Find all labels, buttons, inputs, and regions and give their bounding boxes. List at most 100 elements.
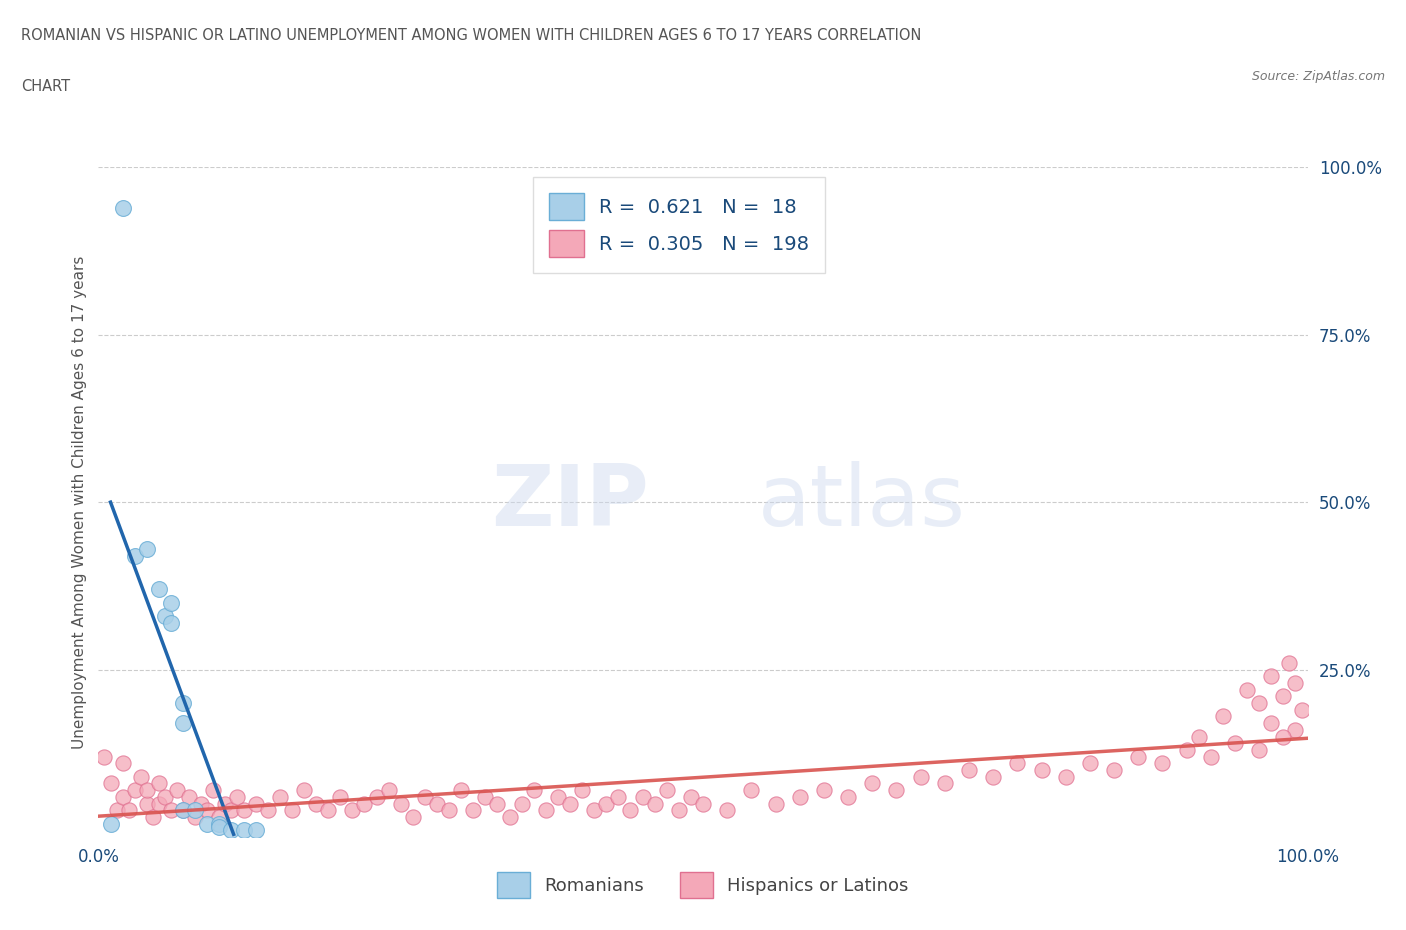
Text: atlas: atlas <box>758 460 966 544</box>
Point <box>595 796 617 811</box>
Point <box>571 783 593 798</box>
Point <box>160 595 183 610</box>
Point <box>202 783 225 798</box>
Point <box>184 803 207 817</box>
Point <box>1007 756 1029 771</box>
Text: CHART: CHART <box>21 79 70 94</box>
Point <box>886 783 908 798</box>
Point <box>534 803 557 817</box>
Point <box>463 803 485 817</box>
Point <box>558 796 581 811</box>
Point <box>510 796 533 811</box>
Point <box>450 783 472 798</box>
Y-axis label: Unemployment Among Women with Children Ages 6 to 17 years: Unemployment Among Women with Children A… <box>72 256 87 749</box>
Point <box>129 769 152 784</box>
Point <box>1260 716 1282 731</box>
Point <box>607 790 630 804</box>
Point <box>583 803 606 817</box>
Point <box>1236 683 1258 698</box>
Point <box>1031 763 1053 777</box>
Point <box>232 823 254 838</box>
Point <box>1152 756 1174 771</box>
Text: ZIP: ZIP <box>491 460 648 544</box>
Point <box>1284 675 1306 690</box>
Point <box>426 796 449 811</box>
Point <box>195 817 218 831</box>
Point <box>166 783 188 798</box>
Point <box>172 716 194 731</box>
Point <box>305 796 328 811</box>
Point <box>208 819 231 834</box>
Point <box>377 783 399 798</box>
Point <box>135 783 157 798</box>
Point <box>93 750 115 764</box>
Point <box>366 790 388 804</box>
Point <box>692 796 714 811</box>
Point <box>100 776 122 790</box>
Point <box>1272 689 1295 704</box>
Point <box>1128 750 1150 764</box>
Point <box>813 783 835 798</box>
Point <box>329 790 352 804</box>
Point <box>124 783 146 798</box>
Point <box>1249 742 1271 757</box>
Point <box>1272 729 1295 744</box>
Text: Source: ZipAtlas.com: Source: ZipAtlas.com <box>1251 70 1385 83</box>
Point <box>245 796 267 811</box>
Point <box>160 616 183 631</box>
Point <box>437 803 460 817</box>
Point <box>474 790 496 804</box>
Point <box>100 817 122 831</box>
Point <box>148 776 170 790</box>
Point <box>221 803 243 817</box>
Point <box>208 817 231 831</box>
Point <box>402 809 425 824</box>
Point <box>111 200 134 215</box>
Point <box>148 796 170 811</box>
Point <box>1102 763 1125 777</box>
Point <box>1223 736 1246 751</box>
Point <box>389 796 412 811</box>
Point <box>765 796 787 811</box>
Point <box>498 809 520 824</box>
Legend: Romanians, Hispanics or Latinos: Romanians, Hispanics or Latinos <box>491 865 915 905</box>
Point <box>523 783 546 798</box>
Point <box>1175 742 1198 757</box>
Point <box>1054 769 1077 784</box>
Point <box>208 809 231 824</box>
Point <box>195 803 218 817</box>
Point <box>190 796 212 811</box>
Point <box>160 803 183 817</box>
Point <box>934 776 956 790</box>
Point <box>1249 696 1271 711</box>
Point <box>172 696 194 711</box>
Point <box>142 809 165 824</box>
Point <box>1284 723 1306 737</box>
Point <box>1278 656 1301 671</box>
Point <box>292 783 315 798</box>
Point <box>105 803 128 817</box>
Point <box>153 608 176 623</box>
Point <box>1188 729 1211 744</box>
Point <box>716 803 738 817</box>
Point <box>148 582 170 597</box>
Point <box>910 769 932 784</box>
Point <box>860 776 883 790</box>
Point <box>631 790 654 804</box>
Text: ROMANIAN VS HISPANIC OR LATINO UNEMPLOYMENT AMONG WOMEN WITH CHILDREN AGES 6 TO : ROMANIAN VS HISPANIC OR LATINO UNEMPLOYM… <box>21 28 921 43</box>
Point <box>256 803 278 817</box>
Point <box>486 796 509 811</box>
Point <box>342 803 364 817</box>
Point <box>1291 702 1313 717</box>
Point <box>957 763 980 777</box>
Point <box>547 790 569 804</box>
Point <box>118 803 141 817</box>
Point <box>837 790 859 804</box>
Point <box>353 796 375 811</box>
Point <box>789 790 811 804</box>
Point <box>740 783 762 798</box>
Point <box>214 796 236 811</box>
Point <box>135 541 157 556</box>
Point <box>316 803 339 817</box>
Point <box>269 790 291 804</box>
